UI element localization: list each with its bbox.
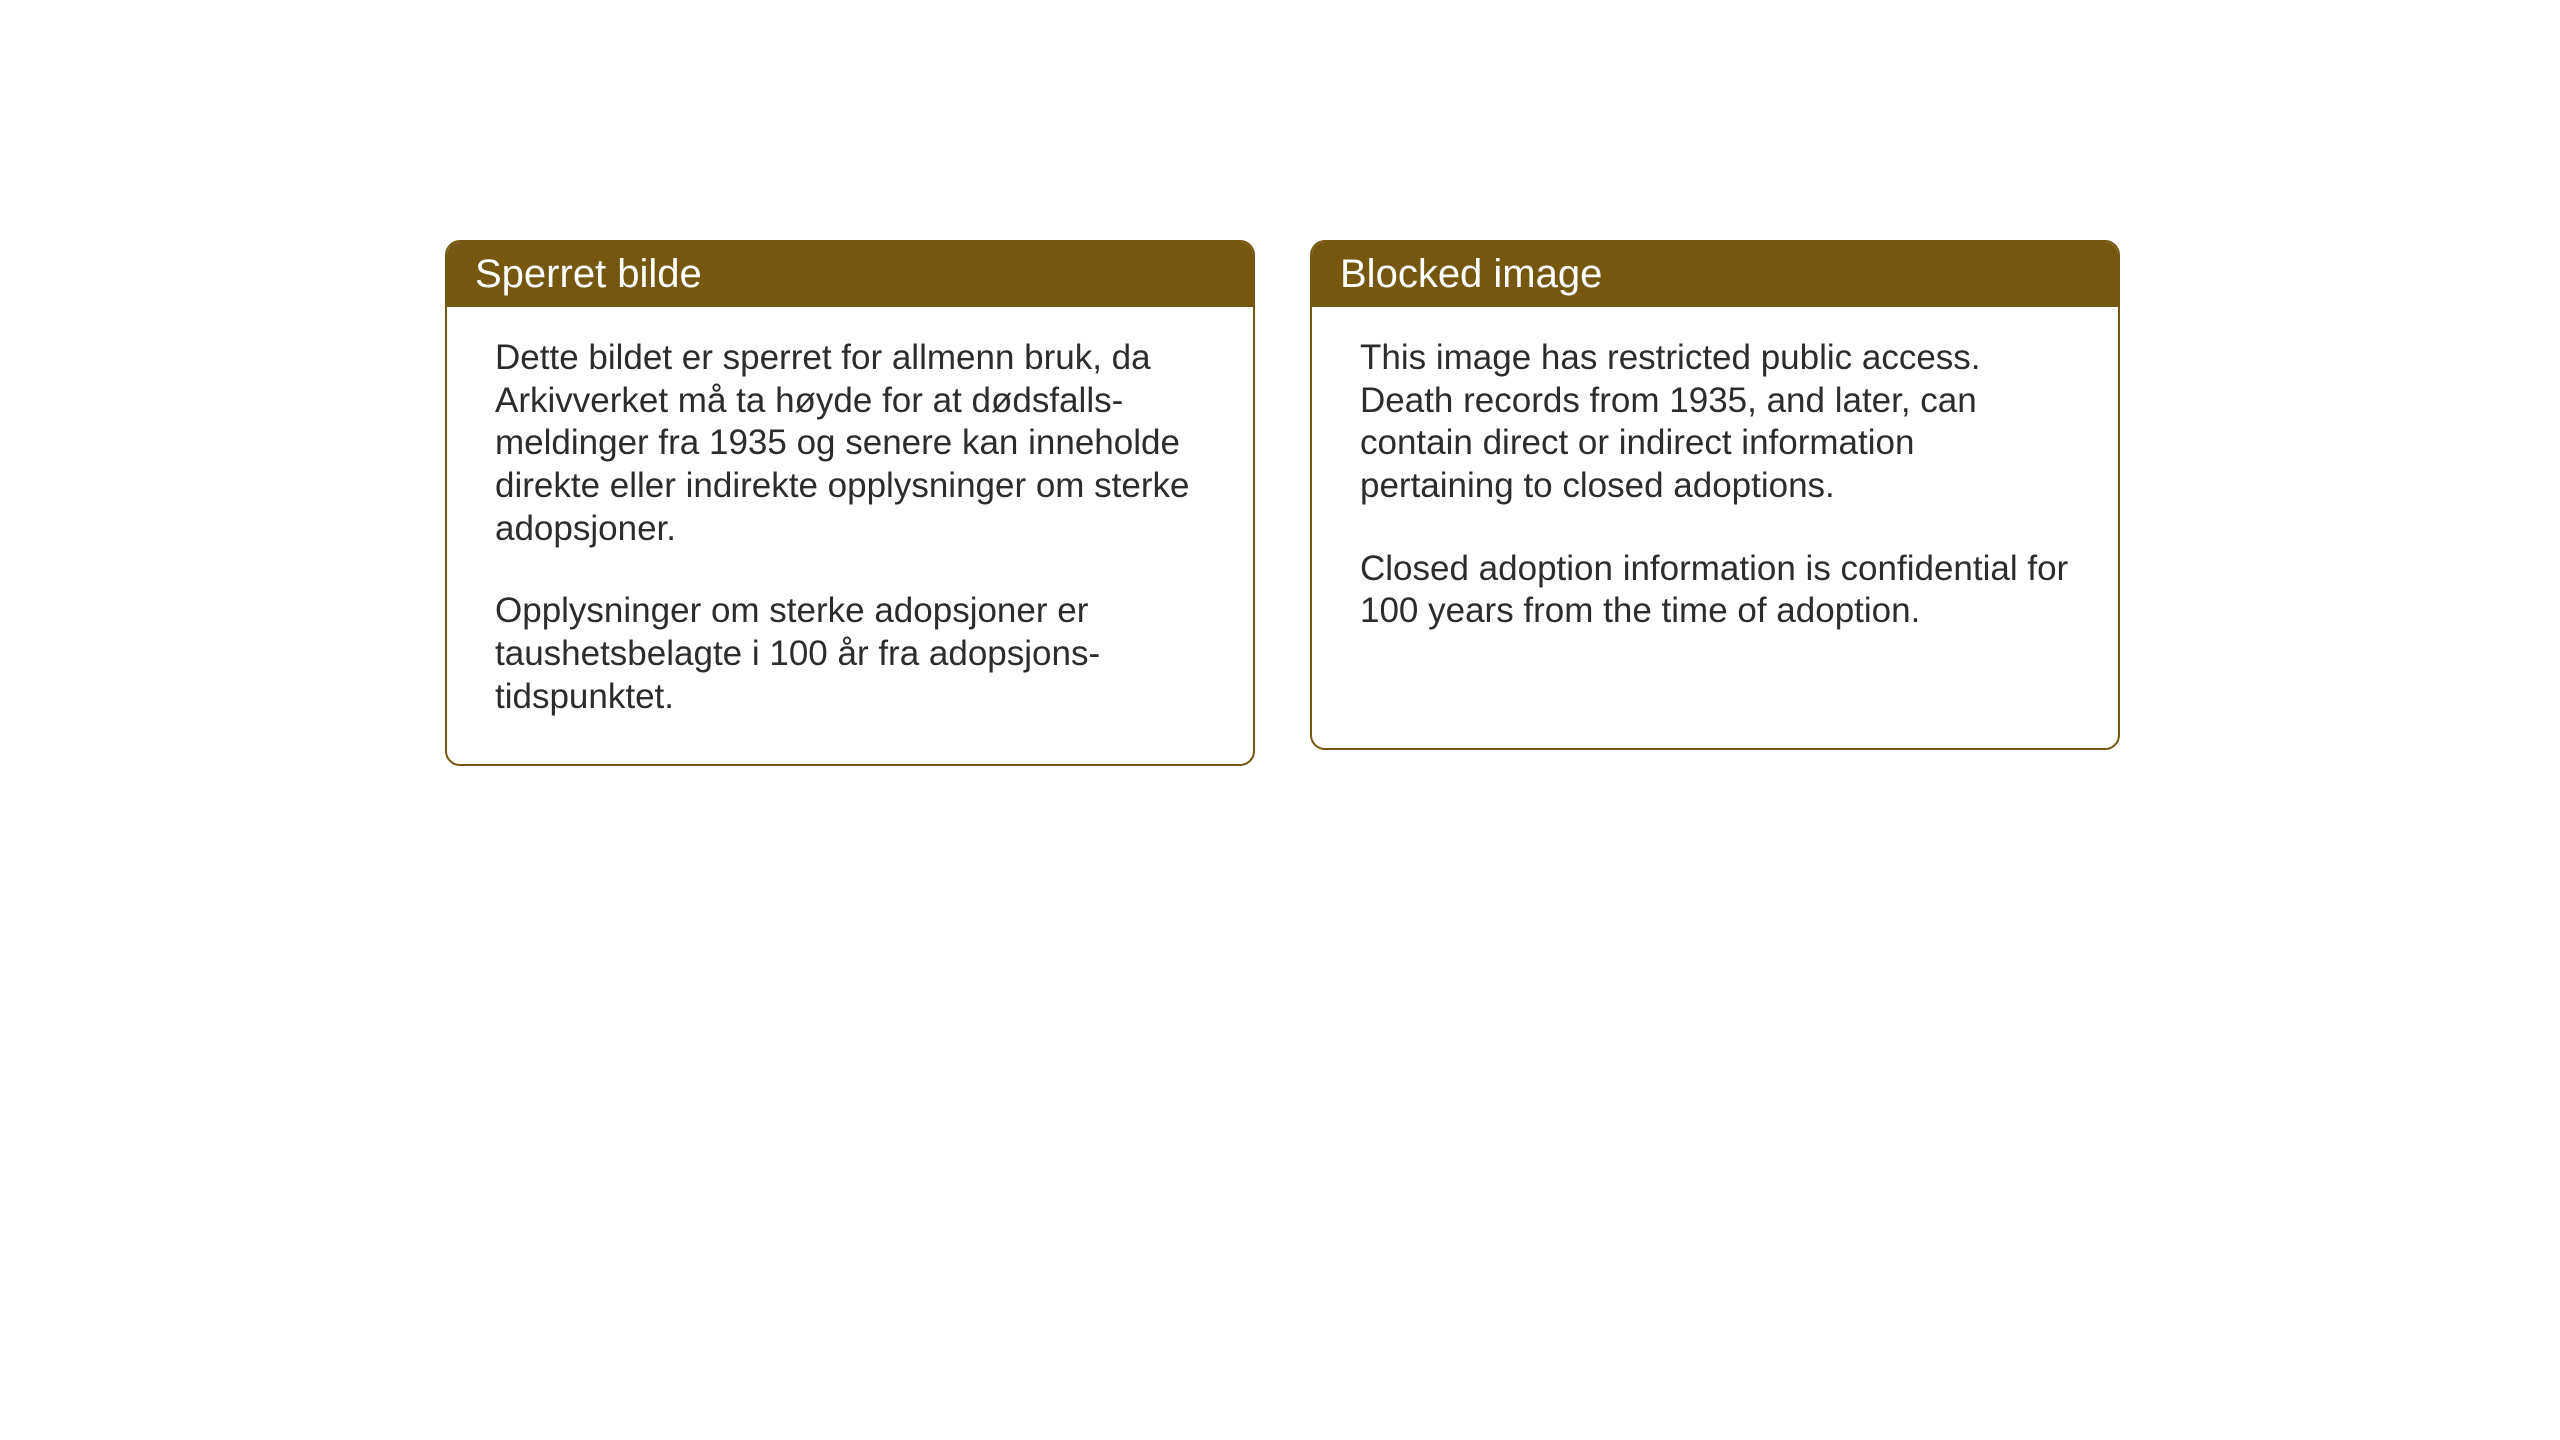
card-title-english: Blocked image <box>1340 252 1602 296</box>
card-header-norwegian: Sperret bilde <box>447 242 1253 307</box>
card-paragraph-1-norwegian: Dette bildet er sperret for allmenn bruk… <box>495 337 1205 550</box>
card-paragraph-1-english: This image has restricted public access.… <box>1360 337 2070 508</box>
card-body-english: This image has restricted public access.… <box>1312 307 2118 678</box>
notice-cards-container: Sperret bilde Dette bildet er sperret fo… <box>445 240 2120 766</box>
card-title-norwegian: Sperret bilde <box>475 252 702 296</box>
card-body-norwegian: Dette bildet er sperret for allmenn bruk… <box>447 307 1253 764</box>
card-paragraph-2-norwegian: Opplysninger om sterke adopsjoner er tau… <box>495 590 1205 718</box>
card-header-english: Blocked image <box>1312 242 2118 307</box>
card-paragraph-2-english: Closed adoption information is confident… <box>1360 548 2070 633</box>
notice-card-english: Blocked image This image has restricted … <box>1310 240 2120 750</box>
notice-card-norwegian: Sperret bilde Dette bildet er sperret fo… <box>445 240 1255 766</box>
